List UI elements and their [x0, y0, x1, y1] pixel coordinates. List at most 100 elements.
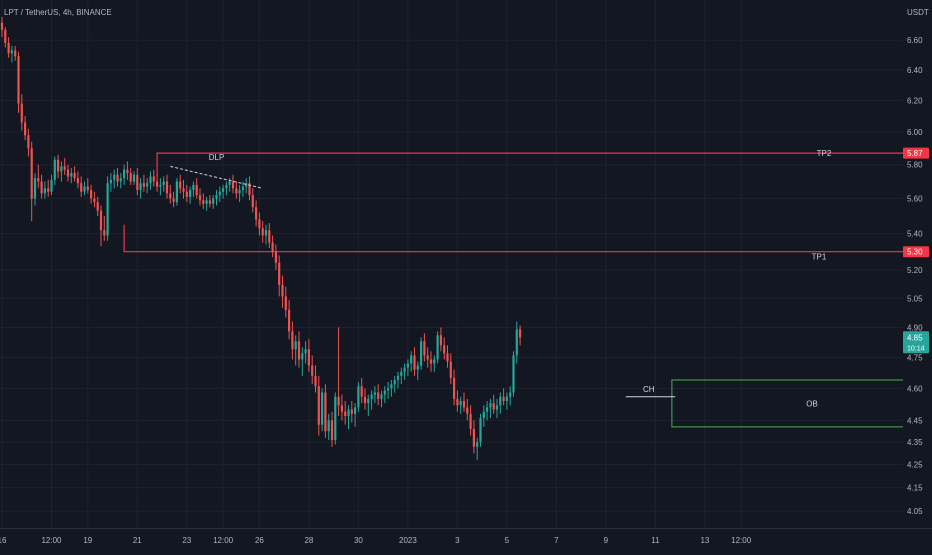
candle-body: [387, 388, 390, 391]
ob-zone: [671, 379, 903, 428]
candle-body: [271, 242, 274, 252]
candle-body: [307, 349, 310, 366]
candle-body: [53, 159, 56, 180]
tp1-label: TP1: [812, 253, 827, 262]
candle-body: [410, 355, 413, 364]
candle-body: [255, 207, 258, 220]
candle-body: [4, 29, 7, 44]
candle-body: [373, 392, 376, 395]
dlp-label: DLP: [209, 153, 225, 162]
candles-layer: [0, 16, 522, 461]
candle-body: [202, 200, 205, 204]
candle-body: [499, 396, 502, 406]
candle-body: [185, 191, 188, 197]
candle-body: [264, 230, 268, 236]
candle-body: [459, 401, 462, 406]
price-axis[interactable]: 4.05 4.15 4.25 4.35 4.45 4.60 4.75 4.90 5.05 5.20…: [907, 36, 923, 516]
candle-body: [268, 230, 271, 243]
candle-body: [165, 181, 169, 194]
candle-body: [400, 371, 403, 376]
candle-body: [119, 178, 122, 182]
time-tick-label: 2023: [399, 536, 417, 545]
candle-body: [172, 198, 175, 203]
candle-body: [354, 407, 357, 414]
candle-body: [476, 442, 479, 447]
candle-body: [245, 183, 248, 187]
time-tick-label: 12:00: [213, 536, 234, 545]
candle-body: [7, 43, 10, 54]
candle-body: [10, 50, 13, 54]
price-tick-label: 4.05: [907, 507, 923, 516]
time-tick-label: 5: [505, 536, 510, 545]
candle-body: [274, 251, 277, 263]
time-tick-label: 19: [83, 536, 92, 545]
candle-body: [403, 367, 406, 372]
ob-label: OB: [806, 399, 818, 408]
candle-body: [70, 173, 73, 177]
candle-body: [212, 198, 215, 204]
price-tick-label: 4.15: [907, 484, 923, 493]
time-tick-label: 28: [304, 536, 313, 545]
dlp-trendline: [170, 165, 263, 189]
price-tick-label: 6.40: [907, 66, 923, 75]
candle-body: [486, 407, 489, 412]
candle-body: [321, 392, 324, 425]
time-tick-label: 16: [0, 536, 7, 545]
candle-body: [469, 413, 472, 430]
candle-body: [350, 409, 353, 414]
tp2-label: TP2: [817, 149, 832, 158]
candle-body: [413, 355, 416, 370]
tp1-level-line: [123, 224, 903, 253]
candle-body: [466, 407, 469, 414]
candle-body: [377, 392, 380, 399]
candle-body: [327, 420, 330, 432]
candle-body: [456, 398, 459, 406]
candle-body: [40, 181, 43, 194]
candle-body: [182, 188, 185, 192]
time-tick-label: 9: [604, 536, 609, 545]
level-price-badge-text: 5.30: [907, 248, 923, 257]
candle-body: [472, 429, 475, 447]
level-price-badge: [903, 246, 929, 258]
time-tick-label: 12:00: [731, 536, 752, 545]
candle-body: [347, 409, 350, 416]
time-tick-label: 26: [255, 536, 264, 545]
time-axis[interactable]: 16 12:00 19 21 23 12:00 26 28 30 2023 3 5 7 9 11 13 12:0…: [0, 536, 752, 545]
grid-lines: [0, 0, 903, 528]
last-price-badge: [903, 331, 929, 354]
candle-body: [449, 361, 452, 378]
candle-body: [162, 181, 165, 185]
candle-body: [24, 122, 27, 136]
drawings-layer[interactable]: [123, 152, 903, 428]
candle-body: [311, 365, 314, 376]
candle-body: [301, 353, 304, 360]
candle-body: [446, 353, 449, 362]
candle-body: [93, 198, 96, 203]
candle-body: [73, 173, 76, 179]
candle-body: [330, 420, 334, 441]
candle-body: [129, 173, 132, 182]
candle-body: [363, 396, 367, 404]
candle-body: [225, 184, 228, 189]
price-tick-label: 4.90: [907, 323, 923, 332]
candle-body: [198, 195, 202, 201]
candle-body: [367, 398, 370, 404]
bar-countdown: 10:14: [907, 345, 925, 352]
price-axis-panel[interactable]: [903, 0, 932, 550]
level-price-badge: [903, 147, 929, 159]
price-tick-label: 5.80: [907, 161, 923, 170]
candle-body: [443, 345, 446, 354]
candle-body: [370, 394, 373, 399]
candle-body: [175, 181, 178, 203]
price-tick-label: 5.40: [907, 230, 923, 239]
candle-body: [218, 191, 221, 196]
candle-body: [113, 174, 116, 180]
candle-body: [453, 377, 456, 399]
candle-body: [159, 184, 162, 187]
candle-body: [304, 349, 307, 354]
candle-body: [189, 190, 192, 197]
candle-body: [344, 411, 347, 416]
last-price-value: 4.85: [907, 333, 923, 342]
